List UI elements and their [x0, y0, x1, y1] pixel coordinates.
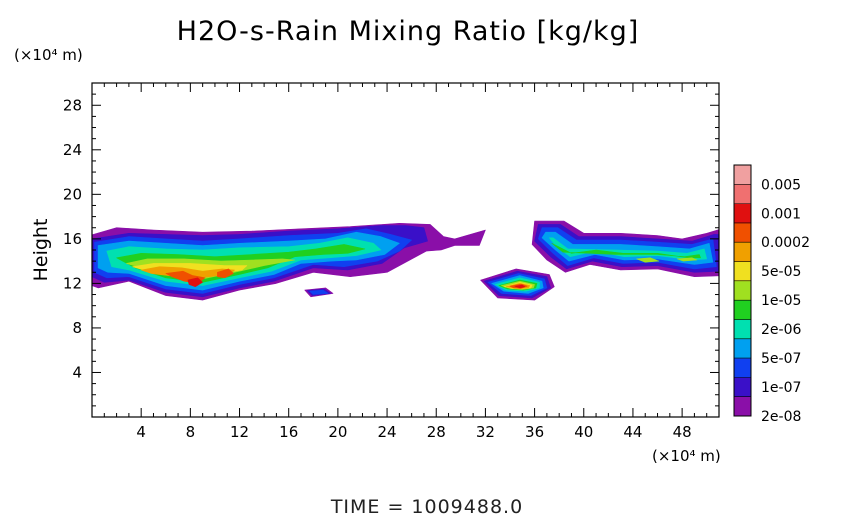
- x-axis-unit: (×10⁴ m): [652, 447, 721, 465]
- colorbar: 0.005 0.001 0.0002 5e-05 1e-05 2e-06 5e-07 1e-0…: [733, 164, 810, 425]
- x-tick-label: 48: [673, 423, 692, 441]
- y-tick-label: 16: [63, 230, 82, 248]
- colorbar-swatch: [734, 184, 751, 204]
- colorbar-label: 5e-07: [761, 351, 801, 367]
- colorbar-swatch: [734, 358, 751, 378]
- contour-level-10-region-1: [514, 284, 526, 289]
- contour-level-5-region-1: [551, 243, 701, 259]
- y-tick-label: 8: [72, 319, 82, 337]
- colorbar-frame: [733, 164, 752, 417]
- y-tick-label: 24: [63, 141, 82, 159]
- colorbar-swatch: [734, 338, 751, 359]
- contour-level-9-region-1: [217, 268, 234, 279]
- colorbar-swatch: [734, 300, 751, 320]
- y-tick-label: 20: [63, 185, 82, 203]
- colorbar-swatch: [734, 319, 751, 340]
- x-tick-label: 20: [328, 423, 347, 441]
- colorbar-label: 2e-08: [761, 409, 801, 425]
- y-axis-label: Height: [30, 219, 52, 282]
- colorbar-label: 0.001: [761, 206, 801, 222]
- colorbar-swatch: [734, 377, 751, 397]
- x-tick-label: 8: [186, 423, 196, 441]
- x-tick-label: 44: [623, 423, 642, 441]
- x-tick-label: 24: [378, 423, 397, 441]
- colorbar-label: 1e-05: [761, 293, 801, 309]
- contour-level-6-region-2: [636, 257, 660, 263]
- colorbar-swatch: [734, 203, 751, 224]
- contour-level-6-region-3: [676, 257, 698, 262]
- x-tick-label: 16: [279, 423, 298, 441]
- colorbar-swatch: [734, 222, 751, 243]
- colorbar-label: 0.0002: [761, 235, 810, 251]
- contour-level-0-region-4: [718, 276, 719, 292]
- rain-field: [92, 220, 719, 301]
- x-tick-label: 28: [427, 423, 446, 441]
- colorbar-swatch: [734, 280, 751, 301]
- plot-area: [91, 82, 720, 418]
- x-axis: 4 8 12 16 20 24 28 32 36 40 44 48: [103, 83, 708, 441]
- x-tick-label: 12: [230, 423, 249, 441]
- y-tick-label: 28: [63, 96, 82, 114]
- x-tick-label: 32: [476, 423, 495, 441]
- contour-level-2-region-3: [309, 289, 329, 295]
- colorbar-label: 0.005: [761, 177, 801, 193]
- y-axis-unit: (×10⁴ m): [14, 46, 83, 64]
- chart-title: H2O-s-Rain Mixing Ratio [kg/kg]: [177, 16, 640, 47]
- colorbar-label: 2e-06: [761, 322, 801, 338]
- y-axis: 4 8 12 16 20 24 28: [63, 93, 719, 407]
- contour-level-10-region-0: [187, 277, 203, 288]
- colorbar-label: 1e-07: [761, 380, 801, 396]
- x-tick-label: 36: [525, 423, 544, 441]
- colorbar-swatch: [734, 165, 751, 185]
- x-tick-label: 4: [136, 423, 146, 441]
- y-tick-label: 4: [72, 363, 82, 381]
- colorbar-swatch: [734, 396, 751, 417]
- y-tick-label: 12: [63, 274, 82, 292]
- colorbar-swatch: [734, 261, 751, 282]
- colorbar-label: 5e-05: [761, 264, 801, 280]
- colorbar-swatch: [734, 242, 751, 262]
- x-tick-label: 40: [574, 423, 593, 441]
- time-footer: TIME = 1009488.0: [330, 496, 523, 518]
